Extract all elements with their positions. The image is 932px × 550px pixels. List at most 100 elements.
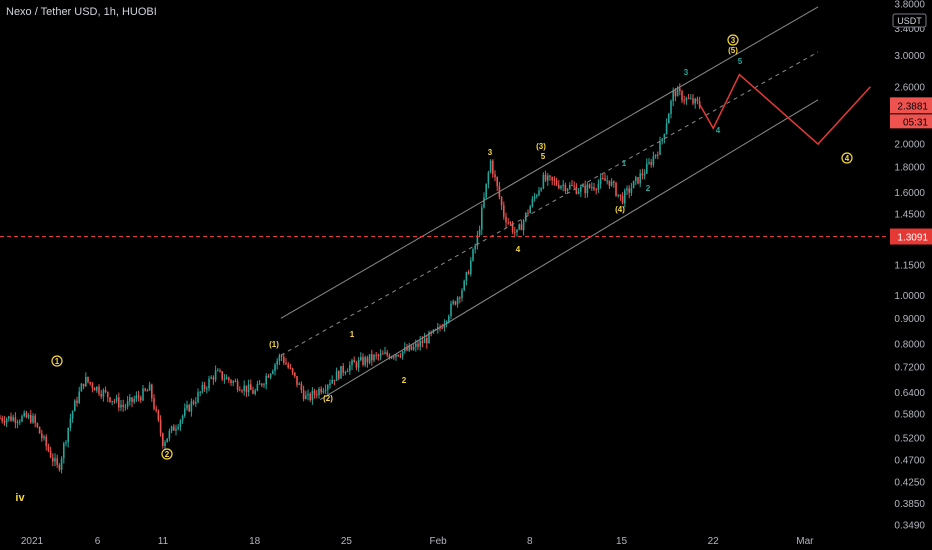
candle-body xyxy=(555,180,558,185)
candle-body xyxy=(302,389,305,400)
level-badge xyxy=(890,228,932,245)
candle-body xyxy=(344,372,347,374)
time-tick-label: 11 xyxy=(158,536,169,547)
candle-body xyxy=(538,190,540,196)
candle-body xyxy=(505,216,507,223)
candle-body xyxy=(258,383,261,385)
candle-body xyxy=(228,377,230,381)
candle-body xyxy=(324,389,327,391)
candle-body xyxy=(250,384,252,390)
wave-circle-2: 2 xyxy=(165,450,170,459)
candle-body xyxy=(395,354,397,358)
candle-body xyxy=(113,400,116,402)
candle-body xyxy=(331,379,333,384)
candle-body xyxy=(126,401,129,407)
candle-body xyxy=(225,377,228,380)
candle-body xyxy=(650,162,652,165)
time-axis[interactable]: 2021 6 11 18 25 Feb 8 15 22 Mar xyxy=(0,530,932,550)
wave-label-1: 1 xyxy=(350,330,355,339)
candle-body xyxy=(212,377,215,380)
candle-body xyxy=(203,384,206,389)
candle-body xyxy=(159,420,162,434)
candle-body xyxy=(483,197,485,208)
candle-body xyxy=(54,458,56,462)
currency-badge-label: USDT xyxy=(897,16,922,26)
candle-body xyxy=(45,436,47,446)
candle-body xyxy=(654,154,657,157)
projection-path[interactable] xyxy=(699,73,871,146)
candle-body xyxy=(243,385,245,391)
candle-body xyxy=(362,357,364,365)
candle-body xyxy=(575,186,578,194)
candle-body xyxy=(522,220,525,231)
candle-body xyxy=(199,391,201,393)
candle-body xyxy=(67,427,69,443)
candle-body xyxy=(287,364,289,368)
candle-body xyxy=(648,162,650,164)
candle-body xyxy=(47,445,50,451)
wave-circle-4-ring xyxy=(841,152,853,164)
candle-body xyxy=(509,222,512,224)
candle-body xyxy=(415,343,417,347)
candle-body xyxy=(459,297,461,299)
candle-body xyxy=(335,371,338,381)
candle-body xyxy=(448,316,450,322)
candle-body xyxy=(342,366,344,373)
candle-body xyxy=(619,194,622,196)
candle-body xyxy=(252,389,254,394)
candle-body xyxy=(553,180,556,182)
candle-body xyxy=(500,197,503,206)
candle-body xyxy=(58,464,61,470)
candle-body xyxy=(679,88,681,92)
candle-body xyxy=(520,224,523,231)
candle-body xyxy=(0,417,1,419)
candle-body xyxy=(426,338,428,344)
candle-body xyxy=(254,390,256,394)
candle-body xyxy=(305,395,307,400)
candle-body xyxy=(38,426,41,434)
candle-body xyxy=(481,207,483,230)
candle-body xyxy=(507,222,509,224)
price-tick-label: 0.5200 xyxy=(894,433,925,444)
candle-body xyxy=(12,417,14,421)
candle-body xyxy=(129,397,131,402)
time-axis-background xyxy=(0,530,932,550)
candle-body xyxy=(450,303,452,317)
candle-body xyxy=(186,404,188,409)
price-axis[interactable]: 3.80003.40003.00002.60002.20002.00001.80… xyxy=(888,0,932,550)
candle-body xyxy=(131,397,133,402)
candle-body xyxy=(219,370,221,372)
candle-body xyxy=(588,184,591,188)
candle-body xyxy=(184,408,186,416)
candle-body xyxy=(674,90,677,97)
candle-body xyxy=(454,301,457,305)
candle-body xyxy=(140,397,142,401)
candle-body xyxy=(652,156,655,165)
candle-body xyxy=(5,418,8,423)
subwave-label-5: 5 xyxy=(738,57,743,66)
candle-body xyxy=(529,206,531,214)
candle-body xyxy=(368,354,371,363)
candle-body xyxy=(208,378,210,389)
candle-body xyxy=(496,177,498,187)
level-value: 1.3091 xyxy=(897,233,928,244)
candle-body xyxy=(43,436,45,439)
candle-body xyxy=(283,356,285,363)
candle-body xyxy=(518,224,520,230)
candle-body xyxy=(294,372,296,376)
candle-body xyxy=(494,174,496,178)
channel-upper-line xyxy=(280,6,819,319)
candle-body xyxy=(591,186,593,188)
candle-body xyxy=(276,360,278,365)
candle-body xyxy=(214,370,217,380)
candle-body xyxy=(613,181,615,183)
candle-body xyxy=(698,101,701,107)
candle-body xyxy=(318,388,320,396)
candle-body xyxy=(322,390,325,393)
candle-body xyxy=(195,402,197,404)
candle-body xyxy=(384,352,386,354)
candle-body xyxy=(544,174,547,181)
candle-body xyxy=(571,185,573,187)
